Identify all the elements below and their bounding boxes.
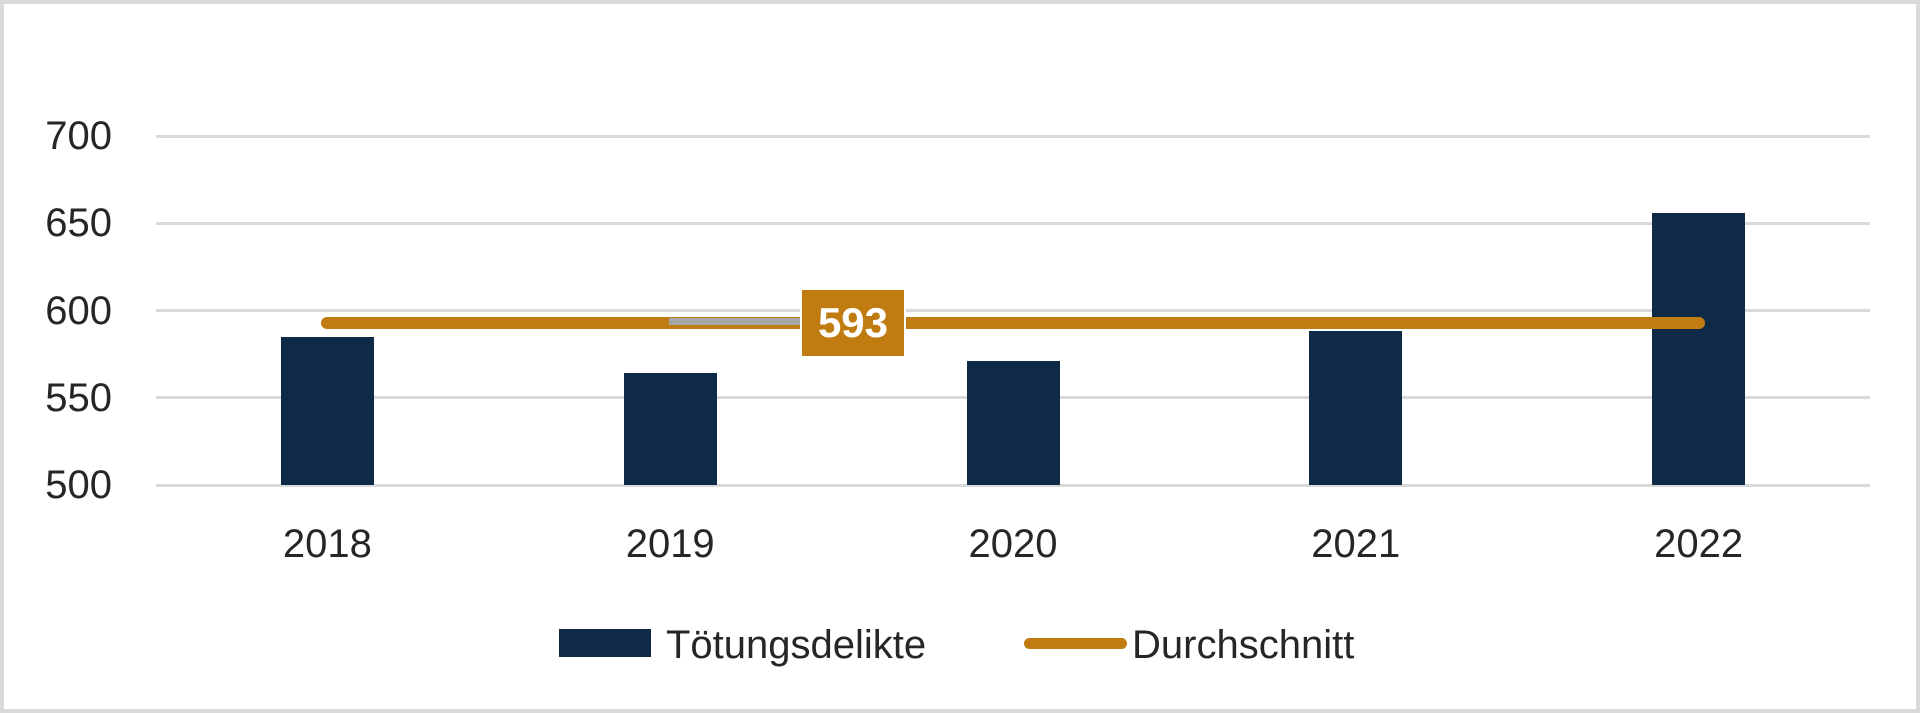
bar-2021	[1309, 331, 1403, 485]
x-axis-label-2021: 2021	[1311, 522, 1401, 566]
bar-2020	[966, 361, 1060, 485]
x-axis-label-2022: 2022	[1654, 522, 1744, 566]
bar-series-legend-swatch	[559, 629, 651, 657]
bar-2018	[280, 336, 374, 485]
bar-2019	[623, 373, 717, 485]
y-axis-tick-label-650: 650	[45, 201, 112, 246]
average-value-callout: 593	[800, 288, 906, 358]
bar-2022	[1652, 212, 1746, 485]
x-axis-label-2018: 2018	[282, 522, 372, 566]
x-axis-label-2019: 2019	[625, 522, 715, 566]
y-axis-tick-label-700: 700	[45, 114, 112, 158]
gray-line-artifact	[669, 318, 802, 325]
average-line	[321, 316, 1705, 329]
y-axis-tick-label-500: 500	[45, 463, 112, 507]
gridline-600	[156, 309, 1870, 312]
line-series-legend-swatch	[1024, 638, 1127, 649]
legend-label-toetungsdelikte: Tötungsdelikte	[666, 623, 927, 667]
gridline-700	[156, 134, 1870, 138]
legend-label-durchschnitt: Durchschnitt	[1132, 623, 1355, 667]
y-axis-tick-label-550: 550	[45, 375, 112, 420]
gridline-500	[156, 483, 1870, 487]
gridline-650	[156, 221, 1870, 225]
y-axis-tick-label-600: 600	[45, 288, 112, 333]
x-axis-label-2020: 2020	[968, 522, 1058, 566]
